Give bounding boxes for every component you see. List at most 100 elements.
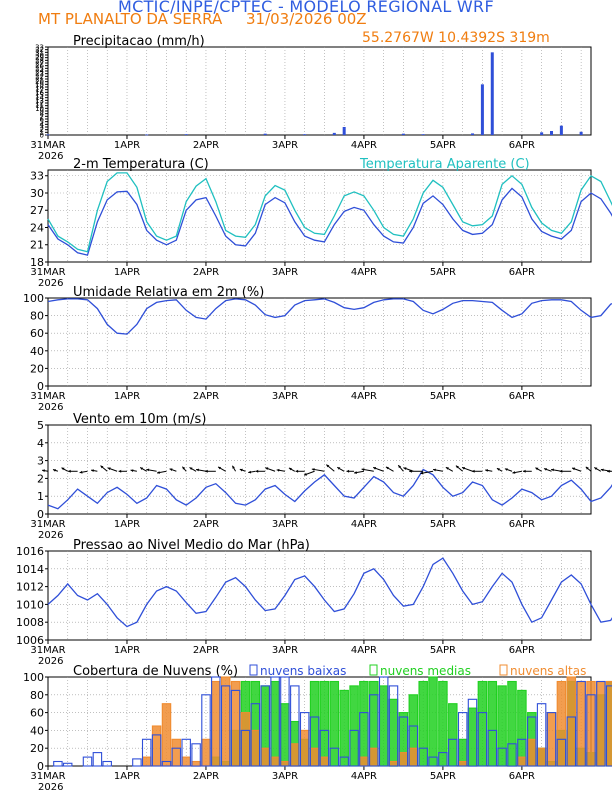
relative-humidity-ytick-label: 100	[23, 292, 44, 305]
cloud-bar-nuvens-baixas	[487, 729, 498, 767]
cloud-bar-nuvens-altas	[299, 729, 310, 767]
precipitation-ytick-label: 26	[35, 62, 44, 70]
pressure-ytick-label: 1014	[16, 563, 44, 576]
precipitation-bar	[303, 134, 307, 135]
cloud-bar-nuvens-altas	[270, 756, 280, 767]
station-name: MT PLANALTO DA SERRA	[38, 10, 223, 28]
relative-humidity-xtick-label: 2APR	[193, 391, 219, 402]
cloud-bar-nuvens-baixas	[211, 676, 221, 767]
wind-arrow-head	[157, 471, 160, 474]
cloud-bar-nuvens-baixas	[477, 712, 488, 767]
wind-arrow-head	[354, 471, 357, 474]
wind-arrow-head	[218, 466, 222, 470]
wind-arrow-head	[504, 468, 508, 471]
cloud-bar-nuvens-medias	[428, 676, 438, 767]
cloud-bar-nuvens-altas	[605, 680, 612, 767]
precipitation-ytick-label: 27	[35, 60, 44, 68]
wind-arrow-head	[455, 465, 459, 469]
cloud-bar-nuvens-baixas	[230, 689, 241, 767]
cloud-cover-xtick-label: 2APR	[193, 771, 219, 782]
panel-precipitation: 0123456789101112131415161718192021222324…	[30, 34, 592, 162]
cloud-bar-nuvens-altas	[408, 747, 419, 767]
cloud-bar-nuvens-altas	[398, 752, 409, 767]
wind-xtick-label: 3APR	[272, 519, 298, 530]
cloud-bar-nuvens-baixas	[586, 694, 596, 767]
cloud-bar-nuvens-baixas	[309, 716, 320, 767]
pressure-xtick-label: 2APR	[193, 645, 219, 656]
precipitation-ytick-label: 15	[35, 92, 44, 100]
cloud-bar-nuvens-medias	[467, 707, 478, 767]
temperature-xtick-label: 6APR	[509, 267, 535, 278]
cloud-cover-xtick-label: 5APR	[430, 771, 456, 782]
cloud-bar-nuvens-altas	[359, 756, 369, 767]
cloud-bar-nuvens-altas	[457, 760, 468, 767]
precipitation-ytick-label: 16	[35, 89, 44, 97]
relative-humidity-ytick-label: 0	[37, 380, 44, 393]
wind-arrow-head	[107, 467, 111, 471]
cloud-bar-nuvens-medias	[388, 698, 399, 767]
precipitation-bar	[421, 134, 425, 135]
wind-arrow-head	[385, 466, 389, 470]
wind-xtick-label: 4APR	[351, 519, 377, 530]
cloud-bar-nuvens-baixas	[319, 729, 330, 767]
precipitation-ytick-label: 9	[40, 108, 44, 116]
temperature-xtick-label: 4APR	[351, 267, 377, 278]
cloud-bar-nuvens-altas	[576, 680, 586, 767]
cloud-legend-label: nuvens altas	[510, 664, 586, 678]
relative-humidity-title: Umidade Relativa em 2m (%)	[73, 285, 264, 300]
wind-arrow-head	[265, 467, 269, 470]
temperature-xtick-label: 2APR	[193, 267, 219, 278]
cloud-bar-nuvens-medias	[517, 689, 527, 767]
wind-arrow-head	[288, 467, 292, 471]
run-date: 31/03/2026 00Z	[246, 10, 367, 28]
precipitation-ytick-label: 18	[35, 84, 44, 92]
wind-arrow-head	[196, 468, 199, 472]
relative-humidity-frame	[47, 297, 592, 387]
cloud-cover-ytick-label: 80	[30, 689, 44, 702]
cloud-bar-nuvens-baixas	[457, 712, 468, 767]
cloud-bar-nuvens-baixas	[448, 738, 458, 767]
cloud-cover-year-label: 2026	[38, 782, 63, 792]
wind-title: Vento em 10m (m/s)	[73, 412, 206, 427]
wind-arrow-head	[433, 468, 436, 472]
cloud-bar-nuvens-medias	[378, 685, 389, 767]
wind-arrow-head	[311, 468, 315, 471]
wind-xtick-label: 5APR	[430, 519, 456, 530]
cloud-bar-nuvens-baixas	[141, 738, 152, 767]
wind-ytick-label: 2	[37, 472, 44, 485]
panel-cloud-cover: 0 20 40 60 80 100 31MAR 1APR 2APR 3APR 4APR 5APR 6AP…	[23, 664, 612, 792]
cloud-bar-nuvens-medias	[319, 680, 330, 767]
cloud-bar-nuvens-baixas	[418, 747, 428, 767]
cloud-bar-nuvens-altas	[260, 747, 270, 767]
cloud-bar-nuvens-baixas	[161, 760, 172, 767]
precipitation-ytick-label: 31	[35, 49, 44, 57]
cloud-legend-label: nuvens medias	[380, 664, 471, 678]
wind-arrow-head	[559, 469, 563, 473]
wind-arrow-head	[472, 469, 475, 473]
pressure-xtick-label: 3APR	[272, 645, 298, 656]
cloud-bar-nuvens-baixas	[388, 685, 399, 767]
temperature-ytick-label: 24	[30, 221, 44, 234]
panel-pressure: 1006 1008 1010 1012 1014 1016 31MAR 1APR 2APR 3AP…	[16, 538, 612, 667]
cloud-bar-nuvens-medias	[359, 680, 369, 767]
wind-arrow-head	[68, 469, 71, 473]
cloud-bar-nuvens-altas	[527, 738, 537, 767]
pressure-xtick-label: 6APR	[509, 645, 535, 656]
cloud-cover-title: Cobertura de Nuvens (%)	[73, 664, 238, 679]
cloud-bar-nuvens-altas	[388, 760, 399, 767]
precipitation-bar	[145, 134, 149, 136]
wind-arrow-head	[326, 464, 330, 468]
temperature-title: 2-m Temperatura (C)	[73, 157, 209, 172]
cloud-bar-nuvens-medias	[438, 680, 448, 767]
panel-relative-humidity: 0 20 40 60 80 100 31MAR 1APR 2APR 3APR 4APR 5APR 6AP…	[23, 285, 612, 413]
wind-ytick-label: 4	[37, 437, 44, 450]
wind-arrow-head	[512, 471, 516, 474]
precipitation-bar	[480, 84, 484, 135]
cloud-bar-nuvens-medias	[349, 685, 359, 767]
precipitation-ytick-label: 21	[35, 76, 44, 84]
wind-arrow-head	[535, 467, 539, 471]
wind-arrow-head	[146, 468, 150, 472]
cloud-bar-nuvens-medias	[329, 680, 340, 767]
panel-temperature: 18 21 24 27 30 33 31MAR 1APR 2APR 3APR 4APR 5APR 6AP…	[30, 157, 612, 289]
cloud-bar-nuvens-altas	[250, 729, 261, 767]
